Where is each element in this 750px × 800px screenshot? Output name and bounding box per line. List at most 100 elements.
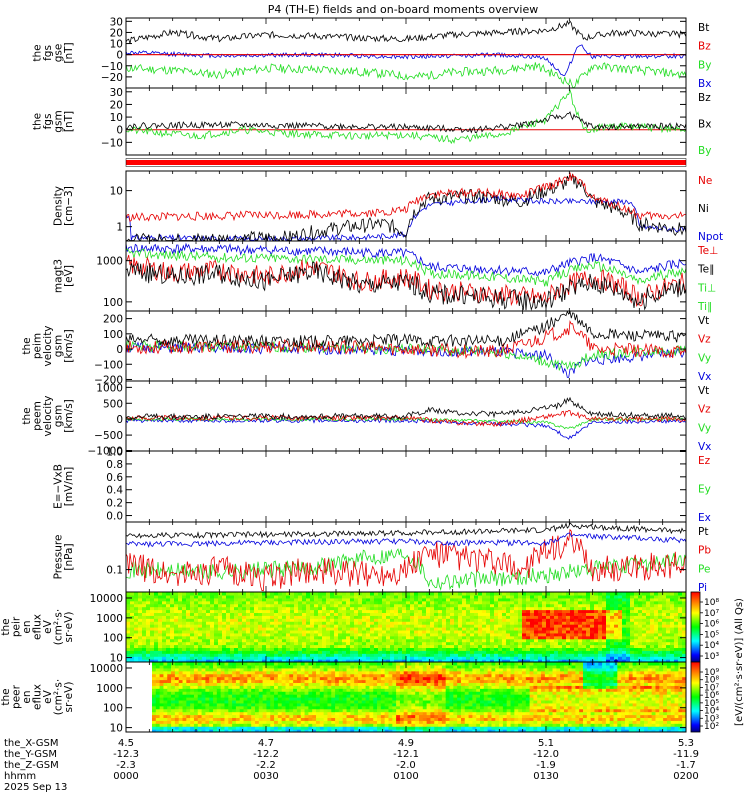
spectrogram-cell [574,594,579,599]
spectrogram-cell [155,662,161,666]
legend-By: By [698,145,711,157]
spectrogram-cell [618,592,623,596]
spectrogram-cell [190,641,195,646]
spectrogram-cell [238,609,243,614]
spectrogram-cell [370,612,375,616]
spectrogram-cell [542,624,547,628]
spectrogram-cell [530,632,535,637]
spectrogram-cell [247,705,252,710]
spectrogram-cell [198,647,203,651]
spectrogram-cell [554,627,559,631]
spectrogram-cell [350,603,355,608]
spectrogram-cell [251,717,256,721]
spectrogram-cell [394,594,399,599]
spectrogram-cell [209,711,214,716]
spectrogram-cell [270,714,275,719]
spectrogram-cell [270,682,275,686]
spectrogram-cell [446,612,451,616]
spectrogram-cell [247,673,252,678]
spectrogram-cell [534,644,539,649]
spectrogram-cell [514,597,519,602]
spectrogram-cell [210,621,215,625]
spectrogram-cell [494,592,499,596]
spectrogram-cell [242,615,247,619]
spectrogram-cell [205,662,210,666]
spectrogram-cell [382,612,387,616]
spectrogram-cell [234,603,239,608]
spectrogram-cell [213,726,218,730]
spectrogram-cell [298,624,303,628]
spectrogram-cell [658,632,663,637]
spectrogram-cell [594,659,599,662]
spectrogram-cell [300,694,306,698]
spectrogram-cell [670,641,675,646]
spectrogram-cell [438,606,443,611]
spectrogram-cell [566,653,571,657]
spectrogram-cell [220,729,226,732]
spectrogram-cell [174,597,179,602]
spectrogram-cell [506,615,511,619]
spectrogram-cell [178,723,184,727]
panel-peem: 10005000−500−1000thepeemvelocitygsm[km/s… [21,380,711,458]
spectrogram-cell [285,697,290,701]
spectrogram-cell [266,612,271,616]
spectrogram-cell [610,635,615,640]
spectrogram-cell [482,656,487,660]
spectrogram-cell [366,638,371,643]
spectrogram-cell [638,615,643,619]
spectrogram-cell [422,656,427,660]
spectrogram-cell [666,612,671,616]
y-tick-label: 100 [103,297,123,309]
spectrogram-cell [154,641,159,646]
spectrogram-cell [278,606,283,611]
spectrogram-cell [186,641,191,646]
spectrogram-cell [594,635,599,640]
spectrogram-cell [674,615,679,619]
spectrogram-cell [171,673,176,678]
spectrogram-cell [182,697,187,701]
spectrogram-cell [674,644,679,649]
spectrogram-cell [254,705,260,710]
spectrogram-cell [406,647,411,651]
spectrogram-cell [358,647,363,651]
spectrogram-cell [197,708,203,713]
spectrogram-cell [197,679,203,684]
spectrogram-cell [642,644,647,649]
spectrogram-cell [286,612,291,616]
spectrogram-cell [570,656,575,660]
spectrogram-cell [289,705,294,710]
spectrogram-cell [610,653,615,657]
spectrogram-cell [277,679,283,684]
spectrogram-cell [554,606,559,611]
spectrogram-cell [296,688,302,692]
spectrogram-cell [630,609,635,614]
spectrogram-cell [174,624,179,628]
spectrogram-cell [678,627,683,631]
spectrogram-cell [670,609,675,614]
spectrogram-cell [300,708,306,713]
spectrogram-cell [235,682,241,686]
spectrogram-cell [162,606,167,611]
spectrogram-cell [538,621,543,625]
spectrogram-cell [570,612,575,616]
spectrogram-cell [322,638,327,643]
spectrogram-cell [126,644,131,649]
spectrogram-cell [322,606,327,611]
spectrogram-cell [538,597,543,602]
spectrogram-cell [622,641,627,646]
spectrogram-cell [422,603,427,608]
spectrogram-cell [398,638,403,643]
spectrogram-cell [220,714,226,719]
spectrogram-cell [622,624,627,628]
spectrogram-cell [682,621,686,625]
spectrogram-cell [296,691,302,695]
y-label-line: sr·eV) [63,612,75,643]
spectrogram-cell [518,592,523,596]
spectrogram-cell [646,641,651,646]
spectrogram-cell [414,656,419,660]
spectrogram-cell [246,600,251,605]
spectrogram-cell [310,615,315,619]
spectrogram-cell [243,685,248,689]
spectrogram-cell [634,632,639,637]
